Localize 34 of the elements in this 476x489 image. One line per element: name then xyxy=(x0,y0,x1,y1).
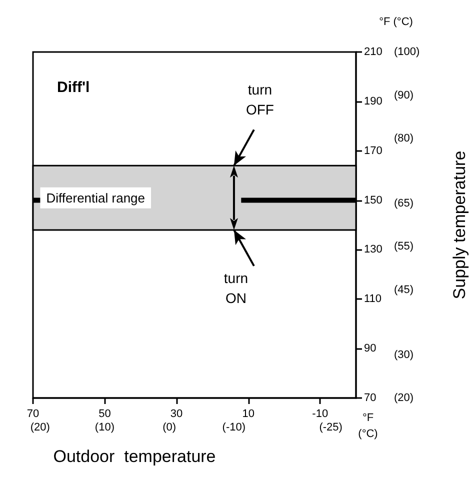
x-tick-label: -10 xyxy=(312,408,328,420)
text: °F (°C) xyxy=(358,412,378,440)
y2-tick-label: (20) xyxy=(394,392,414,404)
y2-axis-title: Supply temperature xyxy=(450,150,469,300)
y-tick-label: 110 xyxy=(364,293,382,306)
y-tick-label: 130 xyxy=(364,244,382,256)
band-label: Differential range xyxy=(46,190,146,206)
x2-tick-label: (-25) xyxy=(319,422,342,434)
y2-tick-label: (80) xyxy=(394,132,414,144)
y-tick-label: 90 xyxy=(364,342,376,355)
text: Diff'l xyxy=(57,79,90,96)
x-axis-title: Outdoor temperature xyxy=(53,447,216,466)
annotation: turn OFF xyxy=(246,82,274,118)
x-tick-label: 30 xyxy=(170,408,183,420)
x-tick-label: 70 xyxy=(26,408,40,420)
y-tick-label: 190 xyxy=(364,95,382,108)
x-tick-label: 50 xyxy=(98,408,111,420)
x2-tick-label: (10) xyxy=(94,422,114,434)
y-tick-label: 170 xyxy=(364,144,382,157)
y2-tick-label: (100) xyxy=(394,46,420,58)
y-tick-label: 70 xyxy=(364,392,376,404)
y2-tick-label: (55) xyxy=(394,240,414,253)
y-tick-label: 210 xyxy=(364,46,382,58)
x2-tick-label: (-10) xyxy=(222,422,246,434)
y-tick-label: 150 xyxy=(364,194,382,206)
x2-tick-label: (20) xyxy=(30,422,50,434)
y2-tick-label: (30) xyxy=(394,348,414,361)
x2-tick-label: (0) xyxy=(162,422,176,434)
annotation: turn ON xyxy=(224,270,248,306)
y2-tick-label: (65) xyxy=(394,197,414,210)
text: °F (°C) xyxy=(379,16,413,28)
y2-tick-label: (90) xyxy=(394,89,414,102)
x-tick-label: 10 xyxy=(242,408,254,420)
y2-tick-label: (45) xyxy=(394,284,414,296)
